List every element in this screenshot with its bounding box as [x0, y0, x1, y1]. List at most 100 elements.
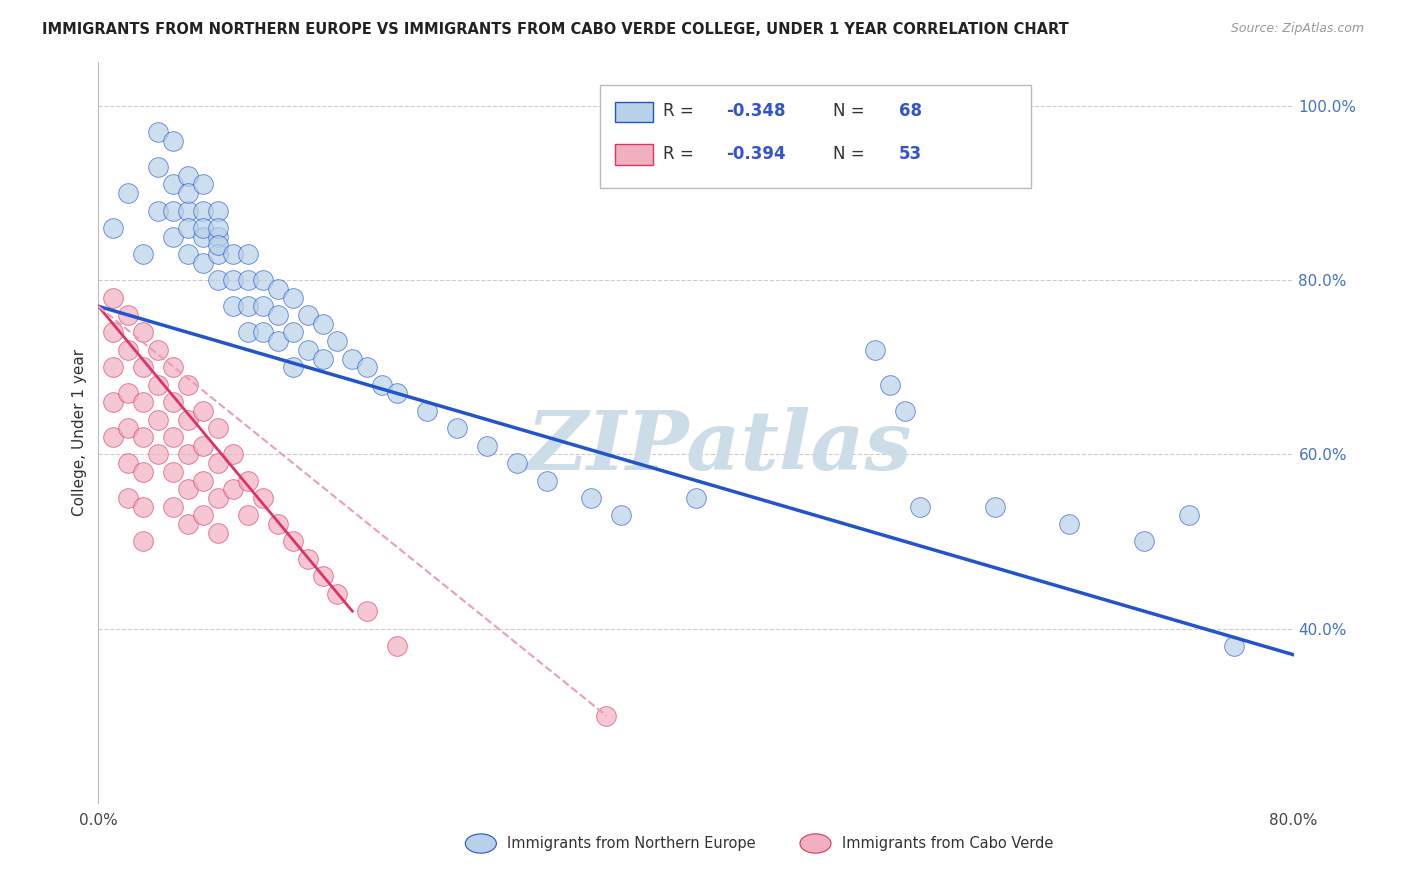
Point [267, 517, 290, 532]
Point [536, 474, 558, 488]
Text: N =: N = [834, 103, 865, 120]
Point [207, 491, 229, 505]
Point [297, 308, 319, 322]
Point [177, 447, 200, 461]
Point [207, 221, 229, 235]
Text: ZIPatlas: ZIPatlas [527, 408, 912, 487]
Point [207, 273, 229, 287]
Point [267, 282, 290, 296]
Point [281, 534, 304, 549]
Point [177, 517, 200, 532]
Point [132, 247, 155, 261]
Point [236, 273, 259, 287]
Text: R =: R = [662, 103, 693, 120]
Circle shape [465, 834, 496, 853]
Point [222, 247, 245, 261]
Point [132, 395, 155, 409]
Point [1059, 517, 1081, 532]
Point [162, 500, 184, 514]
Point [177, 412, 200, 426]
Bar [614, 102, 652, 122]
Point [148, 203, 170, 218]
Point [191, 229, 214, 244]
Point [236, 474, 259, 488]
Point [416, 404, 439, 418]
Point [148, 125, 170, 139]
Point [191, 221, 214, 235]
Point [117, 186, 139, 200]
Point [132, 430, 155, 444]
Circle shape [800, 834, 831, 853]
Point [1133, 534, 1156, 549]
Point [148, 447, 170, 461]
Point [117, 456, 139, 470]
Point [385, 386, 409, 401]
Point [326, 587, 349, 601]
Point [311, 317, 333, 331]
Point [117, 308, 139, 322]
Point [252, 299, 274, 313]
Point [207, 238, 229, 252]
Point [177, 482, 200, 496]
Point [311, 569, 333, 583]
Text: R =: R = [662, 145, 693, 162]
Point [1178, 508, 1201, 523]
Point [581, 491, 603, 505]
Point [222, 299, 245, 313]
Point [117, 421, 139, 435]
Point [371, 377, 394, 392]
Point [177, 203, 200, 218]
Point [610, 508, 633, 523]
Point [207, 203, 229, 218]
Point [117, 343, 139, 357]
Point [191, 508, 214, 523]
Point [191, 404, 214, 418]
Point [191, 256, 214, 270]
Point [148, 343, 170, 357]
Point [177, 169, 200, 183]
Point [685, 491, 707, 505]
Point [446, 421, 468, 435]
Point [191, 439, 214, 453]
Point [267, 334, 290, 348]
Point [103, 395, 125, 409]
Point [103, 430, 125, 444]
Point [132, 500, 155, 514]
Point [207, 247, 229, 261]
Point [177, 247, 200, 261]
Point [191, 474, 214, 488]
Point [356, 360, 378, 375]
Point [103, 291, 125, 305]
Point [865, 343, 887, 357]
Text: -0.394: -0.394 [725, 145, 786, 162]
Point [132, 465, 155, 479]
Point [894, 404, 917, 418]
Point [236, 247, 259, 261]
Point [177, 186, 200, 200]
Point [356, 604, 378, 618]
Point [222, 447, 245, 461]
Point [162, 178, 184, 192]
Point [267, 308, 290, 322]
Point [162, 395, 184, 409]
Point [148, 160, 170, 174]
Point [207, 421, 229, 435]
Point [177, 221, 200, 235]
Bar [600, 85, 1031, 188]
Text: 68: 68 [900, 103, 922, 120]
Point [148, 412, 170, 426]
Point [103, 221, 125, 235]
Point [162, 360, 184, 375]
Point [132, 360, 155, 375]
Text: N =: N = [834, 145, 865, 162]
Point [117, 386, 139, 401]
Point [385, 639, 409, 653]
Point [162, 465, 184, 479]
Point [132, 534, 155, 549]
Point [281, 360, 304, 375]
Point [207, 525, 229, 540]
Text: IMMIGRANTS FROM NORTHERN EUROPE VS IMMIGRANTS FROM CABO VERDE COLLEGE, UNDER 1 Y: IMMIGRANTS FROM NORTHERN EUROPE VS IMMIG… [42, 22, 1069, 37]
Point [252, 491, 274, 505]
Point [236, 508, 259, 523]
Point [117, 491, 139, 505]
